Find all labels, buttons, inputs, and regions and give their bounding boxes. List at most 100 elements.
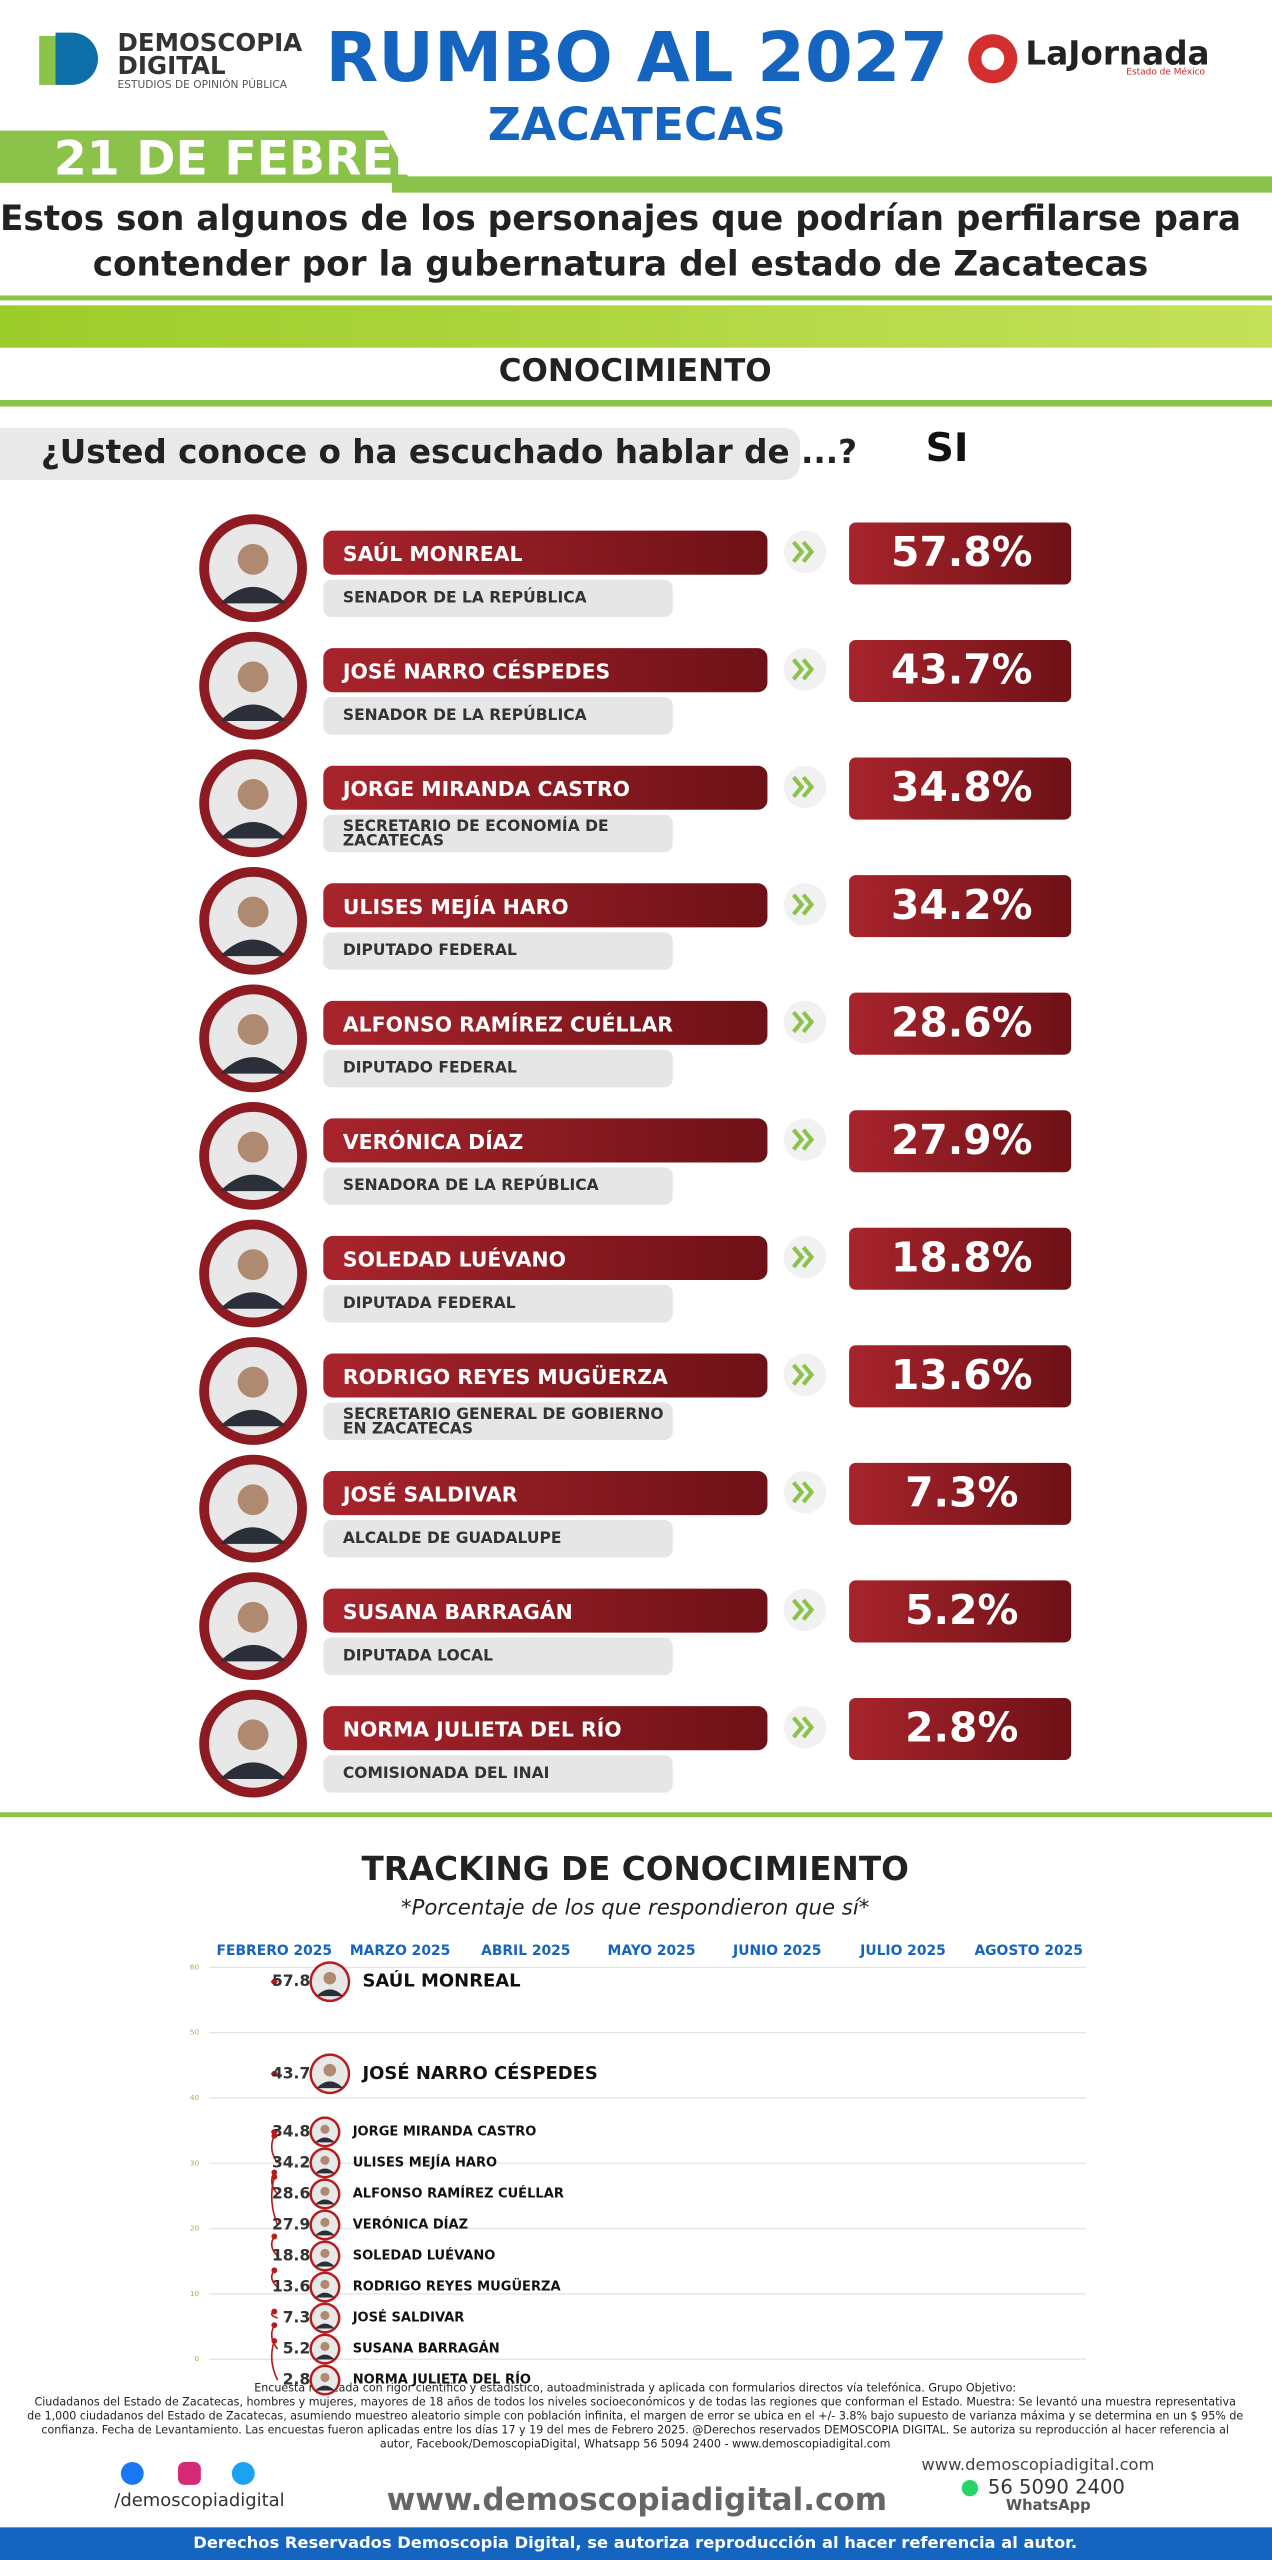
photo-head	[320, 2155, 330, 2165]
chevron	[792, 1010, 815, 1034]
photo-head	[237, 661, 269, 693]
green-bar	[0, 305, 1272, 348]
point-label: 2.8	[283, 2371, 310, 2389]
website: www.demoscopiadigital.com	[387, 2482, 887, 2518]
candidate-name: JOSÉ SALDIVAR	[341, 1482, 518, 1507]
candidate-role: SENADORA DE LA REPÚBLICA	[342, 1177, 599, 1196]
point-label: 28.6	[272, 2184, 310, 2202]
partner-logo	[981, 47, 1005, 71]
role-box: SENADORA DE LA REPÚBLICA	[342, 1177, 599, 1196]
photo-body	[220, 939, 287, 957]
candidate-role: DIPUTADA FEDERAL	[342, 1294, 516, 1313]
legend-label: JOSÉ NARRO CÉSPEDES	[360, 2062, 597, 2084]
candidate-name: NORMA JULIETA DEL RÍO	[343, 1717, 622, 1742]
photo-head	[320, 2186, 330, 2196]
photo-body	[220, 1174, 287, 1192]
rights-bar	[0, 2527, 1272, 2560]
photo-body	[220, 586, 287, 604]
role-bar	[323, 1167, 673, 1205]
name-bar	[323, 1588, 768, 1633]
candidate-role: COMISIONADA DEL INAI	[342, 1764, 550, 1783]
photo-body	[220, 704, 287, 721]
name-bar	[323, 1235, 768, 1280]
role-box: DIPUTADA FEDERAL	[342, 1294, 516, 1313]
photo-body	[315, 2261, 335, 2267]
x-tick-label: JUNIO 2025	[732, 1943, 821, 1959]
y-tick-label: 40	[190, 2093, 200, 2102]
point-label: 57.8	[272, 1972, 310, 1990]
photo-head	[323, 2063, 337, 2077]
legend-label: SUSANA BARRAGÁN	[353, 2341, 500, 2357]
candidate-role: DIPUTADO FEDERAL	[342, 1059, 517, 1078]
chevron	[783, 1353, 827, 1396]
role-bar	[323, 1755, 673, 1793]
photo-head	[237, 1366, 269, 1398]
x-tick-label: ABRIL 2025	[481, 1943, 570, 1959]
value-box	[849, 1697, 1072, 1760]
candidate-name: VERÓNICA DÍAZ	[343, 1129, 523, 1154]
candidate-name: JORGE MIRANDA CASTRO	[341, 777, 630, 801]
chevron	[792, 1716, 815, 1739]
role-bar	[323, 579, 673, 618]
leader	[270, 2176, 279, 2226]
photo-body	[220, 1762, 287, 1779]
photo-head	[237, 1014, 269, 1045]
chevron	[783, 1471, 827, 1514]
phone: 56 5090 2400	[988, 2476, 1125, 2499]
point	[271, 1978, 278, 1985]
method-line: Encuesta realizada con rigor científico …	[254, 2382, 1016, 2395]
candidate-name: ULISES MEJÍA HARO	[343, 894, 569, 919]
answer: SI	[926, 426, 969, 471]
social: /demoscopiadigital	[114, 2490, 284, 2511]
state: ZACATECAS	[488, 98, 786, 151]
candidate-role: SENADOR DE LA REPÚBLICA	[342, 589, 587, 608]
twitter-icon	[231, 2462, 255, 2485]
photo-head	[237, 1484, 269, 1516]
photo-body	[316, 1989, 344, 1997]
name-bar	[323, 1706, 768, 1751]
point	[271, 2132, 278, 2139]
legend-label: NORMA JULIETA DEL RÍO	[353, 2372, 531, 2388]
x-tick-label: FEBRERO 2025	[217, 1943, 333, 1959]
y-tick-label: 50	[190, 2028, 200, 2037]
subtitle: Estos son algunos de los personajes que …	[0, 199, 1241, 239]
photo-head	[237, 1249, 269, 1281]
photo-head	[320, 2248, 330, 2258]
photo-body	[315, 2323, 335, 2329]
role-box: SENADOR DE LA REPÚBLICA	[342, 589, 587, 608]
method-line: confianza. Fecha de Levantamiento. Las e…	[41, 2424, 1229, 2437]
photo-body	[316, 2081, 344, 2089]
x-tick-label: MAYO 2025	[608, 1943, 696, 1959]
y-tick-label: 20	[190, 2224, 200, 2233]
x-tick-label: AGOSTO 2025	[974, 1943, 1083, 1959]
point	[271, 2233, 278, 2240]
role-box: DIPUTADA LOCAL	[342, 1647, 493, 1666]
candidate-role: SENADOR DE LA REPÚBLICA	[342, 706, 587, 725]
point	[271, 2267, 278, 2274]
legend-label: VERÓNICA DÍAZ	[353, 2216, 468, 2232]
role-bar	[323, 697, 673, 735]
name-bar	[323, 1000, 768, 1045]
candidate-role: DIPUTADA LOCAL	[342, 1647, 493, 1666]
point-label: 43.7	[272, 2064, 310, 2082]
value-label: 34.8%	[891, 763, 1033, 811]
photo-head	[320, 2372, 330, 2383]
value-label: 7.3%	[905, 1469, 1018, 1517]
photo-head	[320, 2341, 330, 2352]
point-label: 34.8	[272, 2122, 310, 2140]
name-bar	[323, 765, 768, 810]
date-banner	[0, 130, 412, 183]
question: ¿Usted conoce o ha escuchado hablar de .…	[41, 433, 857, 471]
photo-body	[315, 2292, 335, 2298]
name-bar	[323, 883, 768, 928]
value-label: 2.8%	[905, 1704, 1018, 1752]
name-bar	[323, 530, 768, 575]
chevron	[792, 775, 815, 799]
photo-body	[220, 1292, 287, 1309]
chevron	[783, 883, 827, 926]
point-label: 18.8	[272, 2247, 310, 2265]
candidate-role: SECRETARIO GENERAL DE GOBIERNO EN ZACATE…	[342, 1404, 664, 1438]
photo-body	[315, 2137, 335, 2143]
x-tick-label: MARZO 2025	[350, 1943, 450, 1959]
partner-sub: Estado de México	[1126, 66, 1205, 77]
